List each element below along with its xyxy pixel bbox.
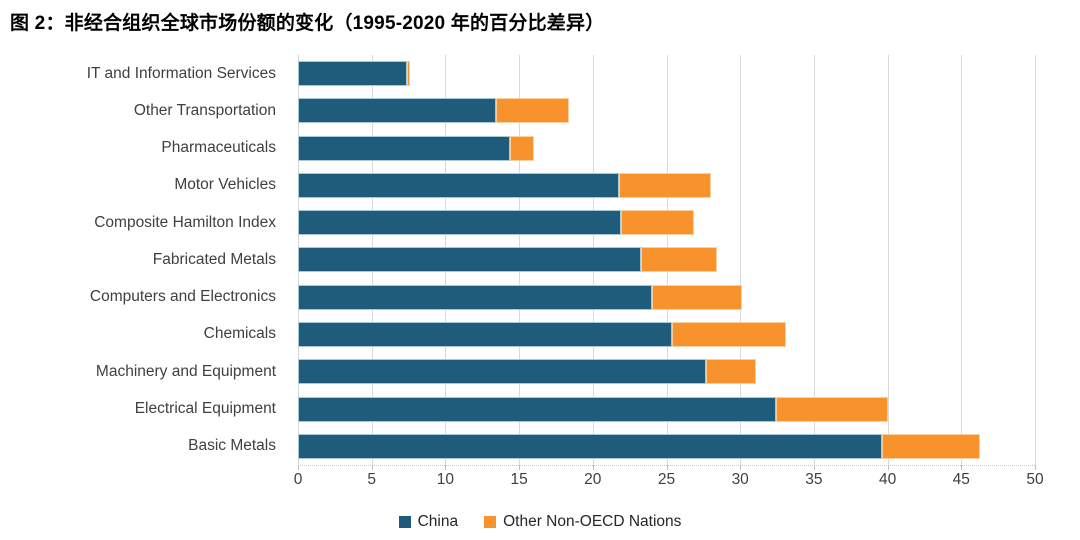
legend-swatch-icon bbox=[484, 516, 497, 528]
gridline bbox=[1035, 55, 1036, 465]
bar-segment-other-non-oecd bbox=[510, 135, 534, 161]
bar-track bbox=[298, 284, 1035, 310]
bar-track bbox=[298, 135, 1035, 161]
category-label: Computers and Electronics bbox=[89, 288, 276, 306]
bar-segment-china bbox=[298, 247, 642, 273]
bar-segment-china bbox=[298, 61, 408, 87]
gridline bbox=[887, 55, 889, 465]
bar-segment-other-non-oecd bbox=[672, 321, 786, 347]
axis-tick-label: 20 bbox=[584, 471, 602, 488]
bar-track bbox=[298, 61, 1035, 87]
bar-track bbox=[298, 98, 1035, 124]
legend-swatch-icon bbox=[398, 516, 411, 528]
axis-tick-label: 15 bbox=[510, 471, 528, 488]
axis-tick-mark bbox=[961, 465, 963, 470]
bar-segment-china bbox=[298, 433, 882, 459]
category-label: Basic Metals bbox=[188, 437, 276, 455]
category-label: Other Transportation bbox=[133, 101, 276, 119]
bar-row bbox=[298, 390, 1035, 427]
category-label: Fabricated Metals bbox=[152, 250, 276, 268]
x-axis: 0 5 10 15 20 25 30 35 40 45 50 bbox=[294, 465, 1044, 490]
axis-tick-mark bbox=[519, 465, 521, 470]
axis-tick-mark bbox=[887, 465, 889, 470]
axis-tick-mark bbox=[740, 465, 742, 470]
axis-tick-label: 5 bbox=[367, 471, 376, 488]
bar-segment-other-non-oecd bbox=[706, 359, 757, 385]
bar-segment-china bbox=[298, 396, 776, 422]
bar-segment-other-non-oecd bbox=[641, 247, 717, 273]
category-label: Motor Vehicles bbox=[174, 176, 276, 194]
bar-track bbox=[298, 247, 1035, 273]
bar-row bbox=[298, 428, 1035, 465]
bar-segment-china bbox=[298, 210, 621, 236]
figure-title: 图 2：非经合组织全球市场份额的变化（1995-2020 年的百分比差异） bbox=[10, 13, 605, 34]
bar-segment-other-non-oecd bbox=[651, 284, 742, 310]
axis-tick-label: 25 bbox=[657, 471, 676, 488]
bar-segment-other-non-oecd bbox=[495, 98, 570, 124]
axis-tick-label: 10 bbox=[436, 471, 455, 488]
bar-row bbox=[298, 279, 1035, 316]
bar-row bbox=[298, 130, 1035, 167]
bar-track bbox=[298, 359, 1035, 385]
gridline bbox=[813, 55, 815, 465]
legend-item-other-non-oecd: Other Non-OECD Nations bbox=[484, 513, 681, 531]
bar-segment-china bbox=[298, 98, 496, 124]
bar-row bbox=[298, 204, 1035, 241]
bar-segment-china bbox=[298, 284, 652, 310]
chart-legend: China Other Non-OECD Nations bbox=[0, 509, 1080, 535]
bar-track bbox=[298, 172, 1035, 198]
bar-row bbox=[298, 316, 1035, 353]
category-label: IT and Information Services bbox=[86, 64, 276, 82]
bar-row bbox=[298, 353, 1035, 390]
bar-segment-china bbox=[298, 172, 620, 198]
bar-row bbox=[298, 167, 1035, 204]
axis-tick-label: 0 bbox=[293, 471, 303, 488]
bar-segment-china bbox=[298, 359, 707, 385]
axis-tick-mark bbox=[445, 465, 447, 470]
category-label: Electrical Equipment bbox=[134, 400, 276, 418]
category-label: Machinery and Equipment bbox=[95, 362, 276, 380]
stacked-bar-chart: IT and Information Services Other Transpo… bbox=[0, 55, 1080, 466]
legend-label: China bbox=[417, 513, 459, 530]
gridline bbox=[740, 55, 742, 465]
bar-track bbox=[298, 210, 1035, 236]
bar-segment-other-non-oecd bbox=[881, 433, 981, 459]
bar-segment-other-non-oecd bbox=[620, 210, 695, 236]
axis-tick-mark bbox=[298, 465, 299, 470]
axis-tick-mark bbox=[813, 465, 815, 470]
legend-item-china: China bbox=[398, 513, 459, 531]
axis-tick-mark bbox=[666, 465, 668, 470]
bar-segment-other-non-oecd bbox=[775, 396, 888, 422]
bar-rows bbox=[298, 55, 1035, 465]
category-axis: IT and Information Services Other Transpo… bbox=[0, 55, 288, 465]
bar-track bbox=[298, 433, 1035, 459]
axis-tick-mark bbox=[592, 465, 594, 470]
bar-row bbox=[298, 241, 1035, 278]
axis-tick-label: 50 bbox=[1026, 471, 1044, 488]
axis-tick-label: 35 bbox=[805, 471, 823, 488]
axis-tick-label: 30 bbox=[731, 471, 749, 488]
bar-segment-china bbox=[298, 321, 673, 347]
bar-row bbox=[298, 55, 1035, 92]
axis-tick-label: 45 bbox=[952, 471, 970, 488]
category-label: Pharmaceuticals bbox=[161, 139, 276, 157]
bar-segment-other-non-oecd bbox=[619, 172, 711, 198]
plot-area bbox=[298, 55, 1036, 466]
category-label: Composite Hamilton Index bbox=[94, 213, 276, 231]
axis-tick-label: 40 bbox=[878, 471, 897, 488]
bar-track bbox=[298, 396, 1035, 422]
bar-segment-china bbox=[298, 135, 511, 161]
bar-segment-other-non-oecd bbox=[407, 61, 410, 87]
bar-row bbox=[298, 92, 1035, 129]
bar-track bbox=[298, 321, 1035, 347]
axis-tick-mark bbox=[371, 465, 373, 470]
legend-label: Other Non-OECD Nations bbox=[503, 513, 682, 530]
axis-tick-mark bbox=[1035, 465, 1036, 470]
gridline bbox=[961, 55, 963, 465]
category-label: Chemicals bbox=[203, 325, 276, 343]
